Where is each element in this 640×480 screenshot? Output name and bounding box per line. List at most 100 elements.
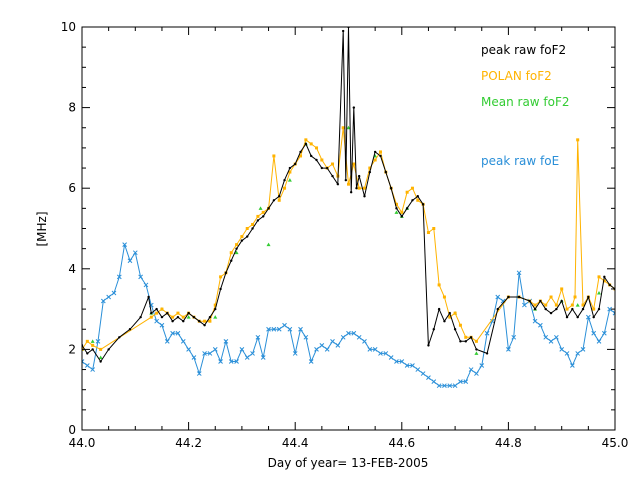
point-polan-fof2 <box>320 158 324 162</box>
point-polan-fof2 <box>219 275 223 279</box>
point-peak-raw-fof2 <box>325 166 329 170</box>
point-peak-raw-foe <box>116 274 122 280</box>
point-peak-raw-foe <box>570 363 575 368</box>
point-peak-raw-fof2 <box>278 195 281 198</box>
point-peak-raw-foe <box>111 290 117 296</box>
point-polan-fof2 <box>357 186 361 190</box>
point-peak-raw-foe <box>122 242 127 247</box>
point-peak-raw-fof2 <box>528 299 531 303</box>
point-mean-raw-fof2 <box>575 303 580 307</box>
point-polan-fof2 <box>99 347 103 351</box>
point-peak-raw-fof2 <box>182 319 185 323</box>
point-peak-raw-foe <box>463 379 469 384</box>
point-polan-fof2 <box>176 311 180 315</box>
point-peak-raw-foe <box>420 371 426 376</box>
point-peak-raw-fof2 <box>272 199 276 202</box>
point-peak-raw-foe <box>356 334 362 340</box>
point-peak-raw-foe <box>154 318 159 324</box>
point-peak-raw-fof2 <box>107 348 110 351</box>
point-peak-raw-foe <box>516 270 522 276</box>
point-polan-fof2 <box>240 235 244 239</box>
x-tick-label: 44.6 <box>388 436 415 450</box>
point-peak-raw-foe <box>346 330 351 336</box>
point-peak-raw-foe <box>548 338 554 344</box>
point-peak-raw-foe <box>212 347 218 352</box>
point-peak-raw-foe <box>452 383 458 389</box>
point-peak-raw-fof2 <box>496 307 499 311</box>
point-peak-raw-foe <box>82 359 85 364</box>
point-peak-raw-foe <box>266 326 271 332</box>
point-polan-fof2 <box>315 146 319 150</box>
point-polan-fof2 <box>341 126 345 130</box>
point-peak-raw-foe <box>495 294 501 300</box>
point-polan-fof2 <box>597 275 601 279</box>
point-polan-fof2 <box>149 315 153 319</box>
point-peak-raw-foe <box>308 359 314 364</box>
x-tick-label: 45.0 <box>602 436 629 450</box>
point-peak-raw-fof2 <box>341 29 345 33</box>
point-mean-raw-fof2 <box>474 351 479 355</box>
point-polan-fof2 <box>256 214 260 218</box>
point-peak-raw-fof2 <box>176 315 180 319</box>
point-peak-raw-fof2 <box>262 215 265 218</box>
point-polan-fof2 <box>405 190 409 194</box>
point-peak-raw-fof2 <box>571 307 574 311</box>
point-peak-raw-foe <box>207 351 213 356</box>
x-tick-label: 44.8 <box>495 436 522 450</box>
point-peak-raw-foe <box>399 359 405 364</box>
point-peak-raw-foe <box>143 282 149 288</box>
point-peak-raw-foe <box>175 330 181 336</box>
point-peak-raw-foe <box>351 330 357 336</box>
point-peak-raw-foe <box>260 355 266 360</box>
point-polan-fof2 <box>573 295 577 299</box>
point-polan-fof2 <box>299 154 303 158</box>
point-peak-raw-fof2 <box>560 299 563 303</box>
point-polan-fof2 <box>347 182 350 186</box>
axes-layer: 44.0 44.2 44.4 44.6 44.8 45.0 0 2 4 6 8 10 <box>61 20 629 450</box>
point-polan-fof2 <box>272 154 276 158</box>
point-peak-raw-foe <box>95 338 101 344</box>
point-peak-raw-foe <box>106 294 112 300</box>
point-peak-raw-foe <box>340 334 346 340</box>
y-tick-label: 10 <box>61 20 76 34</box>
point-peak-raw-fof2 <box>363 195 366 198</box>
point-polan-fof2 <box>592 307 596 311</box>
point-polan-fof2 <box>85 339 89 343</box>
point-peak-raw-fof2 <box>544 307 547 311</box>
point-polan-fof2 <box>416 198 420 202</box>
point-peak-raw-fof2 <box>235 247 238 250</box>
point-peak-raw-fof2 <box>320 166 324 170</box>
point-peak-raw-fof2 <box>299 150 302 154</box>
point-peak-raw-fof2 <box>395 207 398 210</box>
point-peak-raw-fof2 <box>357 174 361 178</box>
point-peak-raw-foe <box>282 322 287 328</box>
point-peak-raw-fof2 <box>549 311 553 315</box>
point-peak-raw-fof2 <box>224 271 228 275</box>
point-peak-raw-fof2 <box>464 340 467 343</box>
point-peak-raw-foe <box>330 338 335 344</box>
point-peak-raw-foe <box>404 363 410 368</box>
point-polan-fof2 <box>544 303 548 307</box>
point-peak-raw-fof2 <box>192 315 196 319</box>
point-peak-raw-fof2 <box>147 295 150 299</box>
point-polan-fof2 <box>432 227 436 230</box>
point-peak-raw-fof2 <box>91 348 94 351</box>
point-polan-fof2 <box>91 343 95 347</box>
point-polan-fof2 <box>277 198 281 202</box>
point-mean-raw-fof2 <box>346 125 351 130</box>
point-peak-raw-fof2 <box>421 203 425 206</box>
point-peak-raw-fof2 <box>99 360 102 363</box>
point-peak-raw-fof2 <box>597 307 601 311</box>
point-peak-raw-fof2 <box>405 207 409 210</box>
point-mean-raw-fof2 <box>266 242 271 247</box>
point-peak-raw-foe <box>84 363 90 368</box>
point-peak-raw-foe <box>479 363 485 368</box>
plot-frame <box>81 26 616 431</box>
point-peak-raw-fof2 <box>576 315 579 319</box>
point-peak-raw-fof2 <box>309 154 313 158</box>
point-polan-fof2 <box>448 315 452 319</box>
series-line-peak-raw-fof2 <box>82 27 615 363</box>
point-peak-raw-fof2 <box>373 150 377 154</box>
point-peak-raw-fof2 <box>283 178 286 182</box>
